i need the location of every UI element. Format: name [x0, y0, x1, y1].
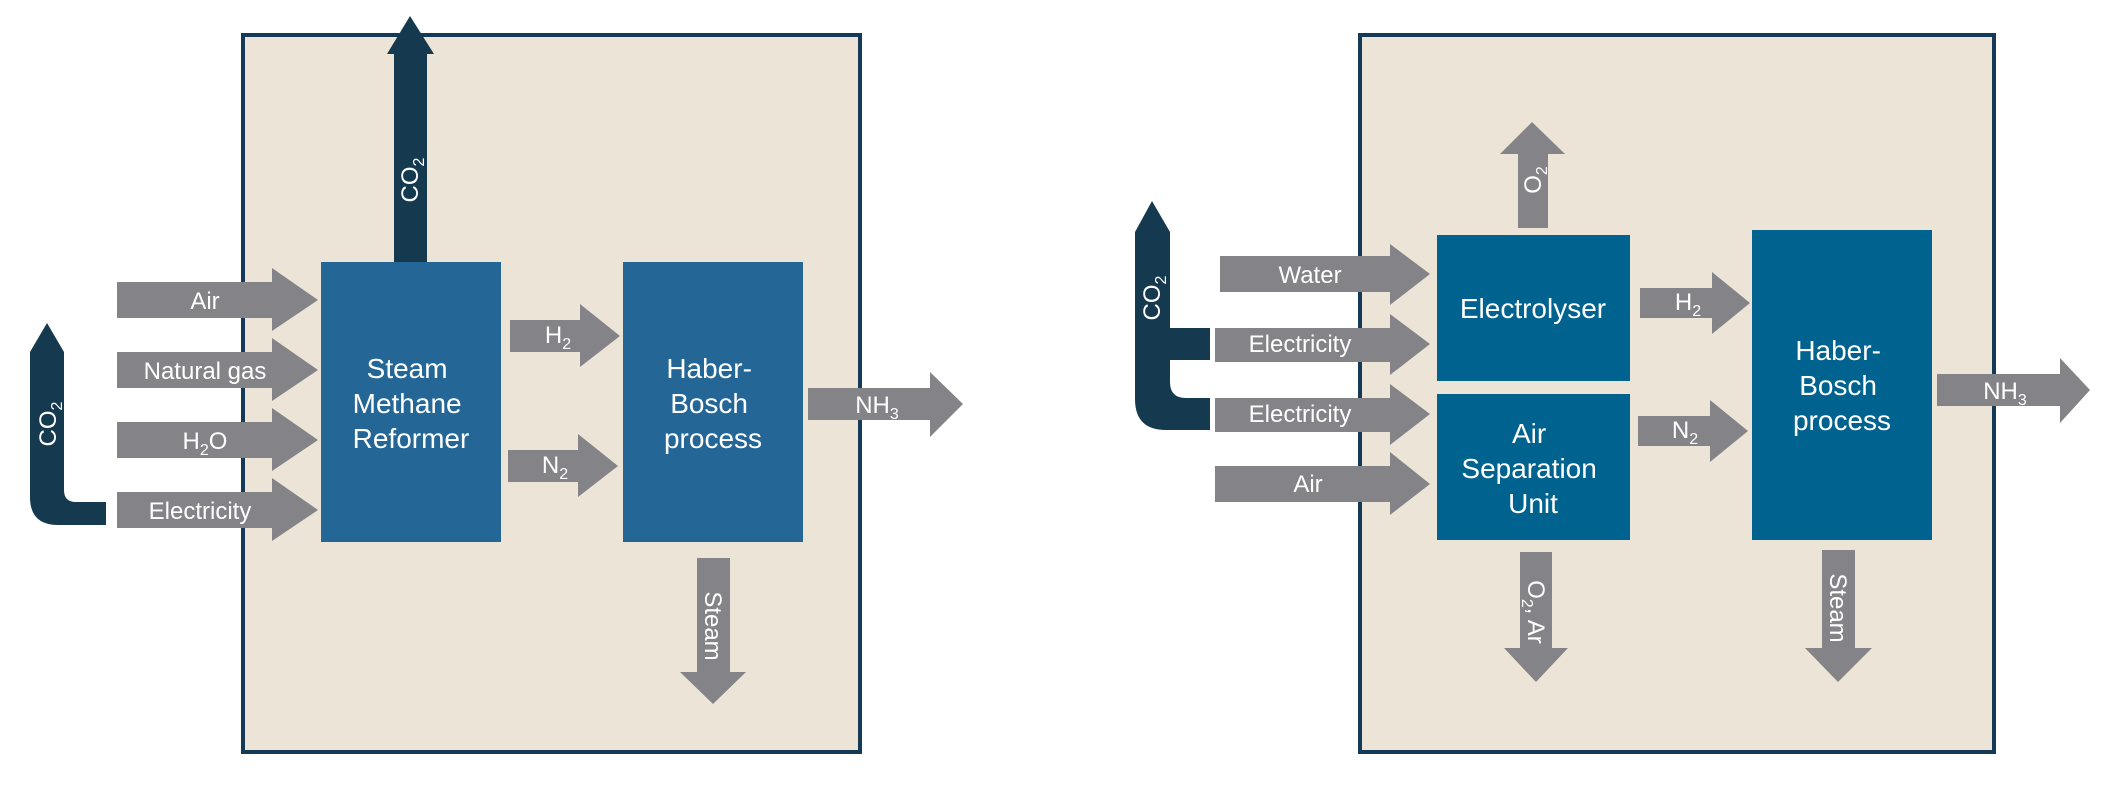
- left-haber-bosch-box: Haber- Bosch process: [623, 262, 803, 542]
- right-o2-output-arrow: O2: [1500, 122, 1565, 228]
- left-natural-gas-label: Natural gas: [144, 358, 267, 385]
- left-electricity-input-arrow: Electricity: [117, 478, 318, 541]
- smr-label: Steam Methane Reformer: [353, 353, 470, 454]
- left-co2-return-label: CO2: [35, 401, 66, 446]
- left-h2-arrow: H2: [510, 304, 620, 367]
- right-h2-arrow: H2: [1640, 272, 1750, 334]
- electrolyser-box: Electrolyser: [1437, 235, 1630, 381]
- right-water-input-arrow: Water: [1220, 244, 1430, 305]
- left-n2-arrow: N2: [508, 434, 618, 497]
- left-h2o-label: H2O: [183, 428, 228, 459]
- right-haber-bosch-label: Haber- Bosch process: [1793, 335, 1891, 436]
- right-steam-label: Steam: [1824, 573, 1851, 642]
- right-steam-output-arrow: Steam: [1805, 550, 1872, 682]
- right-electricity-1-input-arrow: Electricity: [1215, 314, 1430, 375]
- left-natural-gas-input-arrow: Natural gas: [117, 338, 318, 401]
- left-steam-label: Steam: [699, 591, 726, 660]
- left-haber-bosch-label: Haber- Bosch process: [664, 353, 762, 454]
- right-electricity-2-input-arrow: Electricity: [1215, 384, 1430, 445]
- right-nh3-output-arrow: NH3: [1937, 358, 2090, 423]
- left-n2-label: N2: [542, 452, 568, 483]
- right-water-label: Water: [1278, 262, 1341, 289]
- left-electricity-label: Electricity: [149, 498, 252, 525]
- right-nh3-label: NH3: [1983, 378, 2027, 409]
- right-air-input-arrow: Air: [1215, 452, 1430, 515]
- right-air-label: Air: [1293, 471, 1322, 498]
- right-n2-label: N2: [1672, 417, 1698, 448]
- right-co2-return-arrow: CO2: [1135, 201, 1210, 430]
- left-nh3-label: NH3: [855, 392, 899, 423]
- left-air-input-arrow: Air: [117, 268, 318, 331]
- electrolyser-label: Electrolyser: [1460, 293, 1606, 324]
- right-n2-arrow: N2: [1638, 400, 1748, 462]
- right-panel: CO2 Water Electricity Electricity Air O2…: [1135, 33, 2090, 754]
- right-o2-label: O2: [1520, 166, 1551, 194]
- asu-label: Air Separation Unit: [1461, 418, 1604, 519]
- left-co2-return-arrow: CO2: [30, 323, 106, 525]
- right-co2-return-label: CO2: [1139, 275, 1170, 320]
- right-electricity-2-label: Electricity: [1249, 401, 1352, 428]
- right-haber-bosch-box: Haber- Bosch process: [1752, 230, 1932, 540]
- left-steam-output-arrow: Steam: [680, 558, 746, 704]
- left-co2-output-arrow: CO2: [387, 16, 434, 262]
- left-h2-label: H2: [545, 322, 571, 353]
- steam-methane-reformer-box: Steam Methane Reformer: [321, 262, 501, 542]
- right-o2-ar-output-arrow: O2, Ar: [1504, 552, 1568, 682]
- right-o2-ar-label: O2, Ar: [1518, 580, 1549, 644]
- air-separation-unit-box: Air Separation Unit: [1437, 394, 1630, 540]
- left-h2o-input-arrow: H2O: [117, 408, 318, 471]
- left-co2-output-label: CO2: [397, 157, 428, 202]
- left-nh3-output-arrow: NH3: [808, 372, 963, 437]
- left-panel: CO2 Air Natural gas H2O Electricity CO2: [30, 16, 963, 754]
- left-air-label: Air: [190, 288, 219, 315]
- right-electricity-1-label: Electricity: [1249, 331, 1352, 358]
- right-h2-label: H2: [1675, 289, 1701, 320]
